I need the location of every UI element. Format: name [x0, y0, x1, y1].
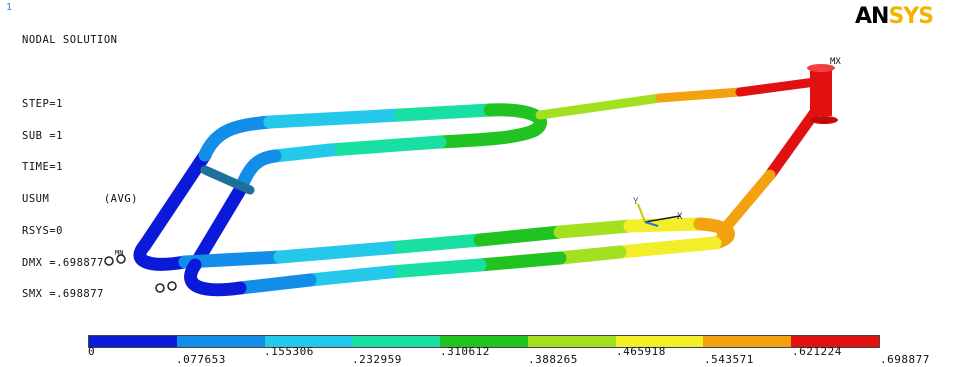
legend-band: [176, 336, 265, 347]
frame-segment: [138, 148, 212, 252]
legend-tick: 0: [88, 345, 96, 358]
frame-segment: [553, 219, 637, 239]
frame-segment: [383, 258, 487, 279]
legend-tick: .388265: [528, 353, 578, 366]
legend-tick: .698877: [880, 353, 930, 366]
legend-tick: .310612: [440, 345, 490, 358]
frame-cross-brace: [200, 165, 255, 195]
frame-segment: [184, 258, 247, 297]
legend-tick: .077653: [176, 353, 226, 366]
legend-band: [703, 336, 792, 347]
frame-segment: [623, 217, 707, 233]
legend-tick: .543571: [704, 353, 754, 366]
steering-head-tube: [807, 64, 838, 124]
info-line-step: STEP=1: [22, 97, 63, 110]
frame-segment: [735, 77, 820, 97]
info-line-sub: SUB =1: [22, 129, 63, 142]
frame-segment: [273, 240, 407, 264]
mount-lug: [104, 254, 126, 266]
frame-segment: [764, 102, 824, 181]
legend-band: [527, 336, 616, 347]
legend-band: [352, 336, 441, 347]
legend-band: [615, 336, 704, 347]
frame-segment: [433, 123, 542, 149]
logo-part-an: AN: [855, 4, 889, 29]
max-marker-label: MX: [830, 57, 841, 67]
frame-segment: [133, 238, 192, 271]
frame-segment: [535, 93, 665, 120]
legend-tick: .232959: [352, 353, 402, 366]
ansys-logo: ANSYS: [855, 4, 934, 29]
frame-segment: [233, 273, 317, 295]
frame-segment: [263, 108, 407, 129]
frame-segment: [473, 225, 567, 247]
legend-band: [440, 336, 528, 347]
frame-segment: [553, 245, 627, 265]
frame-segment: [473, 251, 567, 272]
frame-segment: [716, 169, 776, 238]
frame-segment: [178, 250, 287, 269]
frame-segment: [303, 265, 397, 287]
frame-segment: [188, 183, 247, 272]
logo-part-sys: SYS: [888, 4, 934, 29]
frame-segment: [393, 103, 497, 122]
legend-tick: .155306: [264, 345, 314, 358]
min-marker-label: MN: [115, 249, 123, 257]
axis-y-label: Y: [633, 197, 639, 207]
legend-tick: .465918: [616, 345, 666, 358]
frame-segment: [268, 143, 337, 163]
frame-segment: [655, 87, 745, 103]
frame-segment: [393, 233, 487, 254]
mount-lug: [155, 281, 177, 293]
coordinate-triad-icon: [637, 203, 681, 227]
info-line-usum: USUM (AVG): [22, 193, 138, 206]
info-line-time: TIME=1: [22, 161, 63, 174]
window-number: 1: [6, 2, 13, 13]
legend-band: [264, 336, 353, 347]
info-line-dmx: DMX =.698877: [22, 256, 104, 269]
frame-segment: [323, 135, 447, 157]
axis-x-label: X: [677, 212, 683, 222]
frame-segment: [613, 236, 722, 259]
frame-segment: [198, 115, 277, 162]
info-line-rsys: RSYS=0: [22, 224, 63, 237]
contour-legend-bar: [88, 335, 880, 348]
legend-tick: .621224: [792, 345, 842, 358]
info-line-title: NODAL SOLUTION: [22, 34, 118, 47]
legend-band: [791, 336, 880, 347]
info-line-smx: SMX =.698877: [22, 288, 104, 301]
solution-info-panel: NODAL SOLUTION STEP=1 SUB =1 TIME=1 USUM…: [22, 14, 138, 311]
legend-band: [89, 336, 177, 347]
